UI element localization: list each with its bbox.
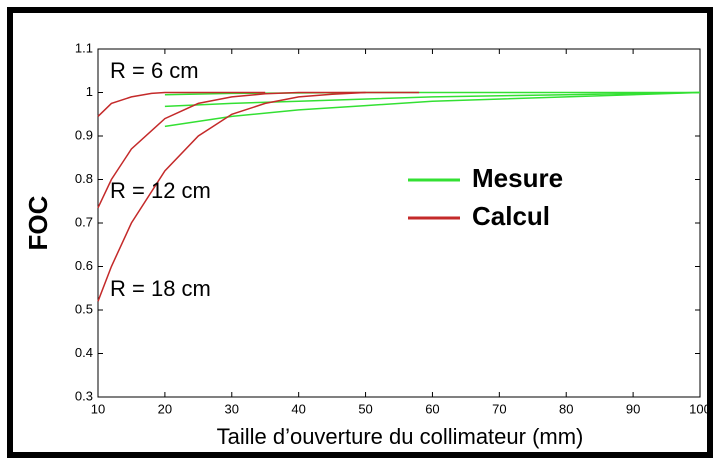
x-axis-label: Taille d’ouverture du collimateur (mm) <box>217 424 584 449</box>
y-tick-label: 0.7 <box>75 214 93 229</box>
x-tick-label: 50 <box>358 401 372 416</box>
line <box>164 91 701 108</box>
legend-label: Mesure <box>472 163 563 193</box>
x-tick-label: 40 <box>291 401 305 416</box>
x-tick-label: 100 <box>689 401 711 416</box>
x-tick-label: 80 <box>559 401 573 416</box>
y-axis-label: FOC <box>23 195 53 250</box>
y-tick-label: 0.3 <box>75 388 93 403</box>
annotation: R = 6 cm <box>110 58 199 83</box>
y-tick-label: 0.9 <box>75 127 93 142</box>
y-tick-label: 0.8 <box>75 171 93 186</box>
legend-label: Calcul <box>472 201 550 231</box>
x-tick-label: 20 <box>158 401 172 416</box>
line <box>97 91 420 302</box>
y-tick-label: 1 <box>86 84 93 99</box>
line <box>164 91 701 128</box>
annotation: R = 18 cm <box>110 276 211 301</box>
x-tick-label: 90 <box>626 401 640 416</box>
x-tick-label: 10 <box>91 401 105 416</box>
x-tick-label: 30 <box>225 401 239 416</box>
y-tick-label: 0.4 <box>75 345 93 360</box>
y-tick-label: 0.6 <box>75 258 93 273</box>
y-tick-label: 1.1 <box>75 40 93 55</box>
x-tick-label: 60 <box>425 401 439 416</box>
line <box>97 91 266 117</box>
x-tick-label: 70 <box>492 401 506 416</box>
line <box>97 91 366 209</box>
annotation: R = 12 cm <box>110 178 211 203</box>
y-tick-label: 0.5 <box>75 301 93 316</box>
